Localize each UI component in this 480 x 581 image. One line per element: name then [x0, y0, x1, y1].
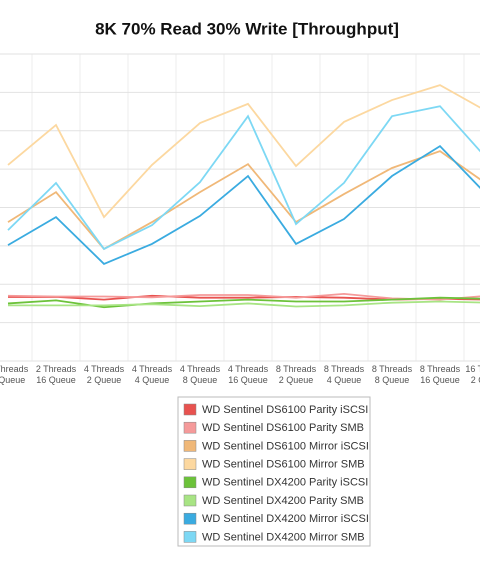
x-tick-label: 8 Threads 16 Queue	[420, 364, 461, 385]
x-tick-label: 2 Threads 16 Queue	[36, 364, 77, 385]
legend-label: WD Sentinel DS6100 Parity iSCSI	[202, 404, 368, 416]
x-tick-label: 4 Threads 8 Queue	[180, 364, 221, 385]
series-line	[7, 105, 480, 251]
legend-label: WD Sentinel DX4200 Parity iSCSI	[202, 477, 368, 489]
series-line	[8, 300, 480, 308]
x-tick-label: 4 Threads 4 Queue	[132, 364, 173, 385]
legend-swatch	[183, 458, 197, 470]
chart-title: 8K 70% Read 30% Write [Throughput]	[95, 19, 399, 38]
legend-label: WD Sentinel DS6100 Mirror SMB	[202, 459, 365, 471]
x-tick-label: 8 Threads 4 Queue	[324, 364, 365, 385]
legend-box	[177, 396, 371, 547]
legend-swatch	[183, 421, 197, 434]
legend-swatch	[183, 531, 197, 543]
series-line	[7, 144, 480, 265]
series-line	[7, 84, 480, 219]
legend-swatch	[183, 476, 197, 489]
legend-label: WD Sentinel DS6100 Parity SMB	[202, 422, 364, 434]
legend-swatch	[183, 440, 197, 452]
legend-label: WD Sentinel DX4200 Mirror SMB	[202, 531, 365, 543]
x-tick-label: 4 Threads 2 Queue	[84, 364, 125, 385]
x-tick-label: 4 Threads 16 Queue	[228, 364, 269, 385]
legend-swatch	[183, 494, 197, 507]
legend-label: WD Sentinel DX4200 Mirror iSCSI	[202, 513, 369, 525]
series-line	[7, 150, 480, 251]
x-tick-label: 8 Threads 8 Queue	[372, 364, 413, 385]
legend-label: WD Sentinel DX4200 Parity SMB	[202, 495, 364, 507]
x-tick-label: 8 Threads 2 Queue	[276, 364, 317, 385]
legend-swatch	[183, 403, 197, 416]
legend-swatch	[183, 512, 197, 525]
legend-label: WD Sentinel DS6100 Mirror iSCSI	[202, 440, 369, 452]
